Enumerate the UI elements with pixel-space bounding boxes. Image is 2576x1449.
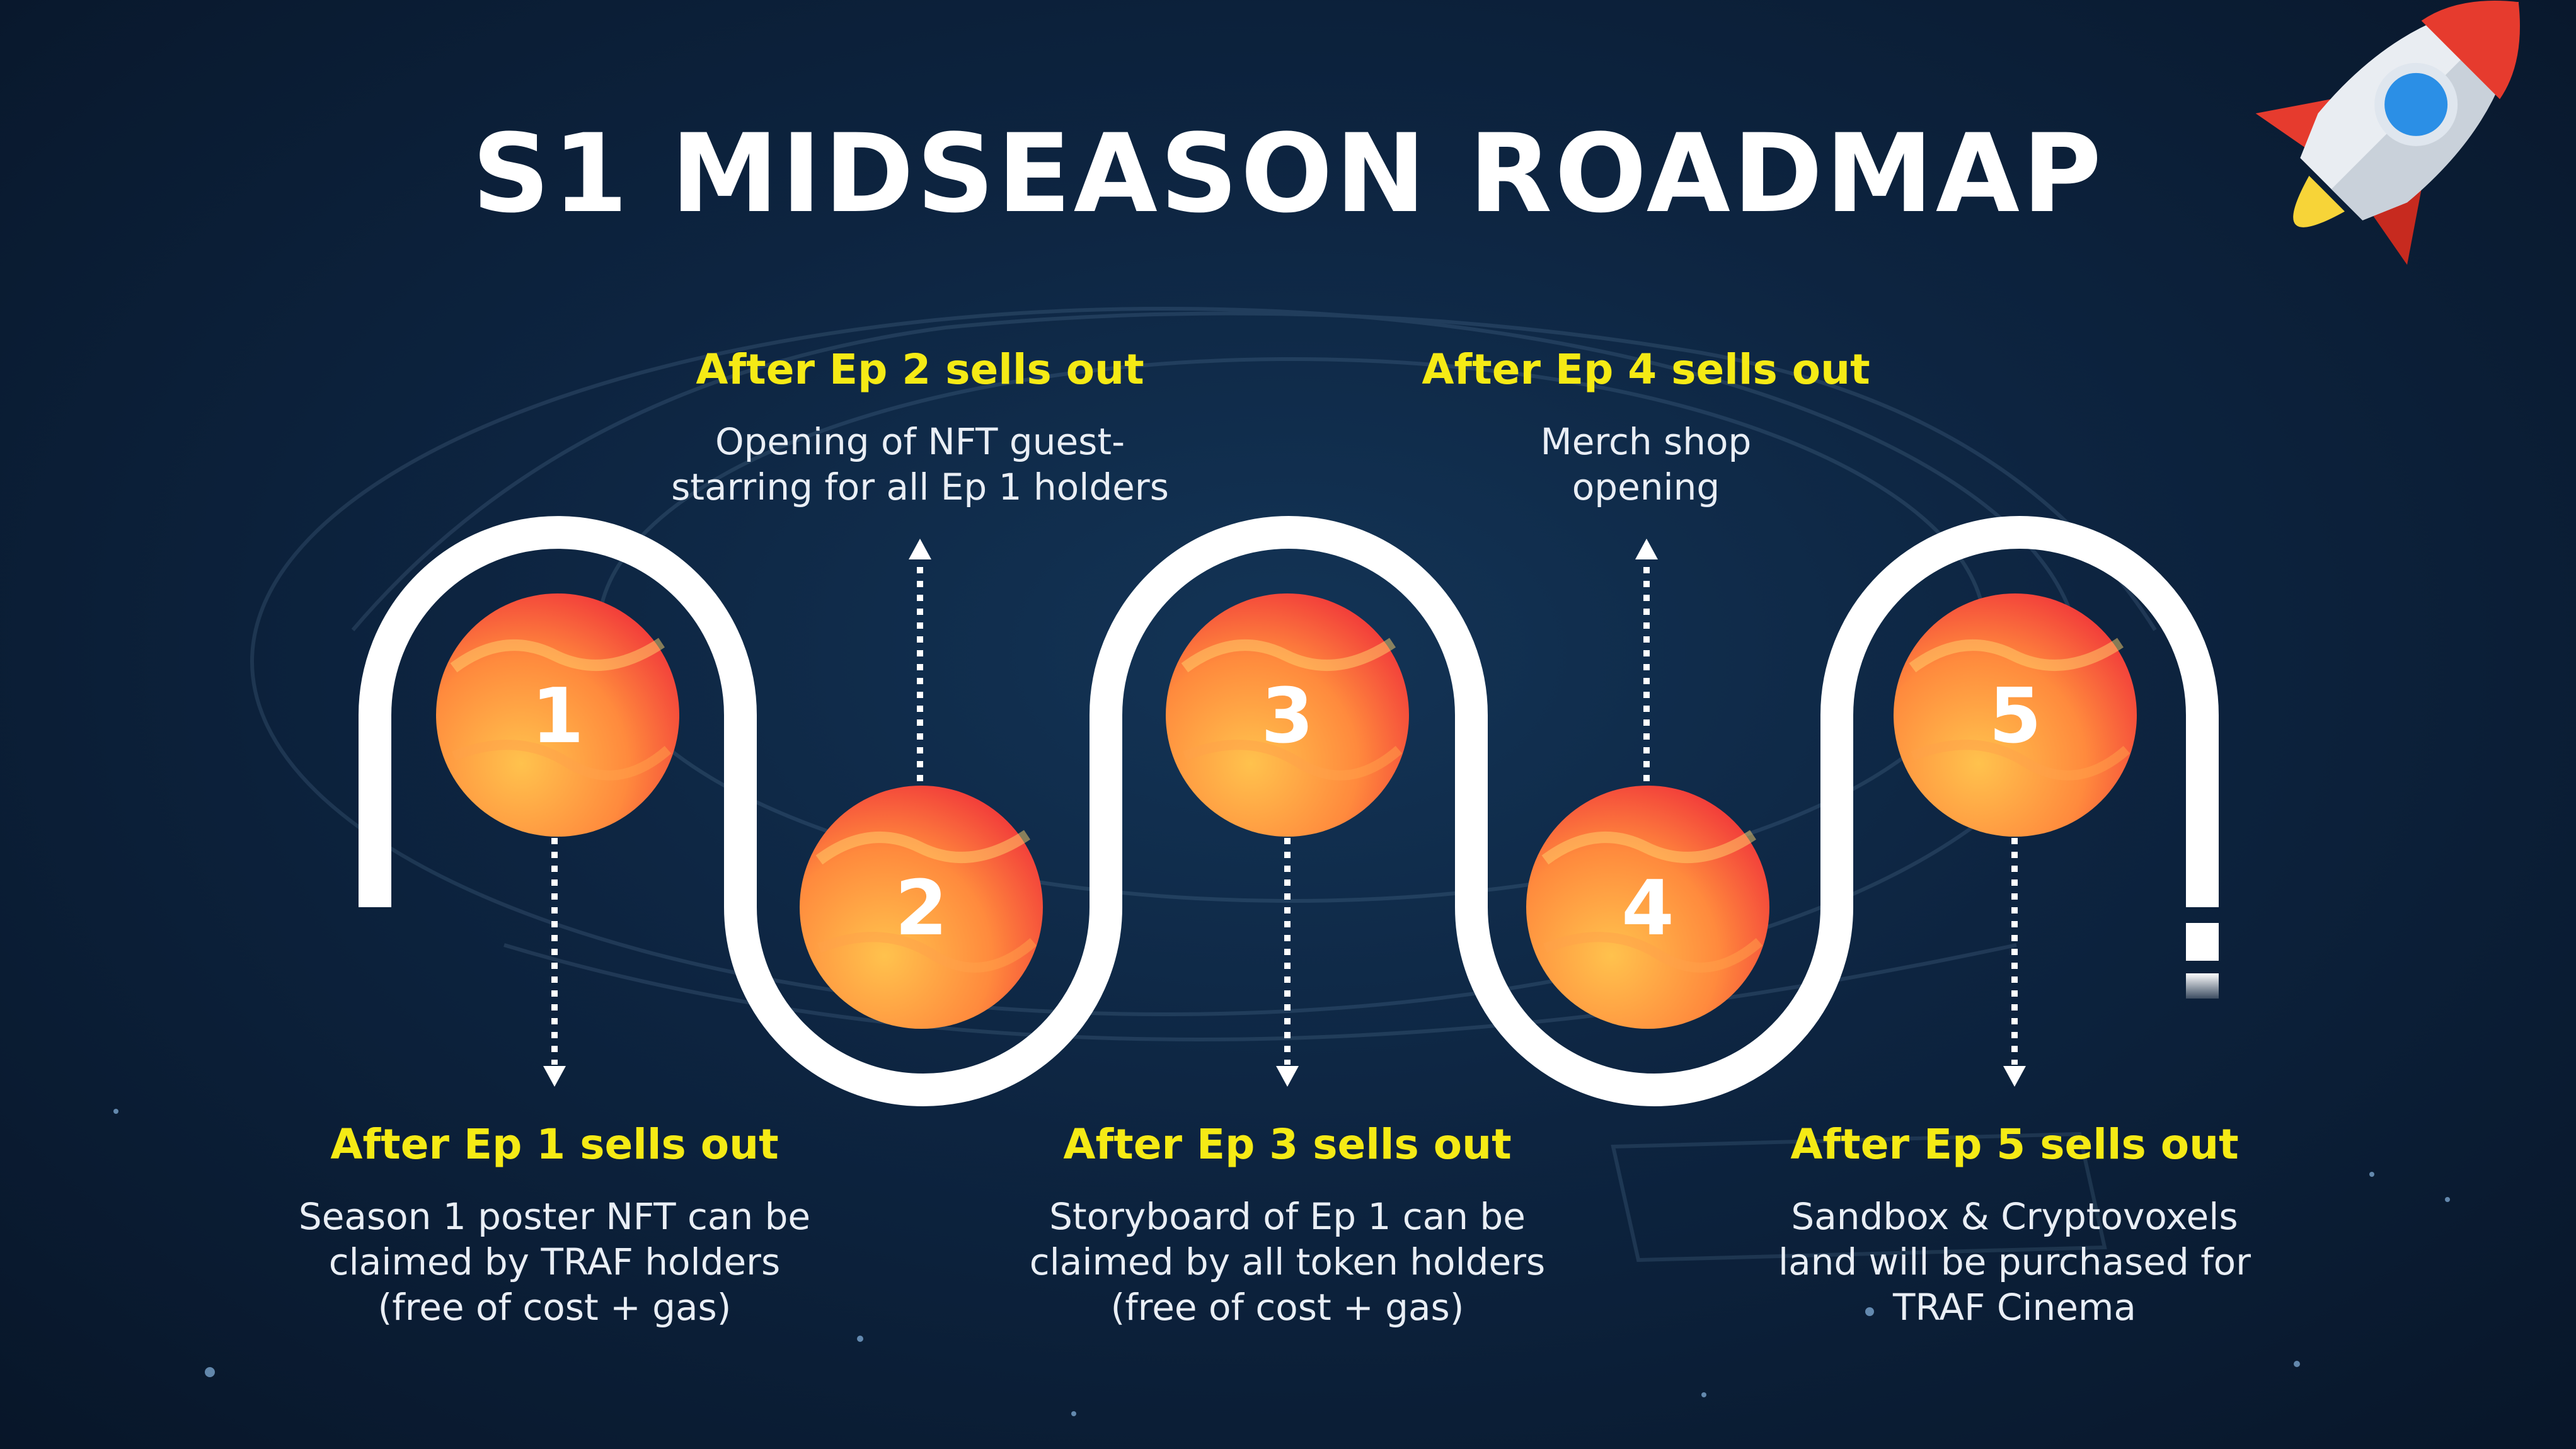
rocket-icon — [2255, 1, 2520, 265]
page-title: S1 MIDSEASON ROADMAP — [471, 110, 2105, 237]
path-end-segment — [2186, 923, 2219, 961]
milestone-heading-4: After Ep 4 sells out — [1422, 345, 1870, 394]
milestone-description-2: Opening of NFT guest- starring for all E… — [636, 419, 1204, 510]
planet-1: 1 — [436, 593, 679, 837]
description-line: starring for all Ep 1 holders — [671, 466, 1169, 508]
background-star — [2294, 1361, 2300, 1367]
planet-2: 2 — [800, 786, 1043, 1029]
planet-5: 5 — [1894, 593, 2137, 837]
description-line: claimed by TRAF holders — [328, 1240, 781, 1283]
milestone-heading-3: After Ep 3 sells out — [1063, 1120, 1512, 1169]
milestone-description-3: Storyboard of Ep 1 can be claimed by all… — [1004, 1194, 1571, 1330]
planet-number: 4 — [1621, 865, 1674, 953]
arrow-up-icon — [909, 539, 931, 559]
milestone-heading-5: After Ep 5 sells out — [1790, 1120, 2239, 1169]
description-line: opening — [1572, 466, 1720, 508]
planet-number: 5 — [1989, 673, 2042, 760]
milestone-description-5: Sandbox & Cryptovoxels land will be purc… — [1731, 1194, 2298, 1330]
arrow-down-icon — [2003, 1066, 2026, 1087]
milestone-heading-1: After Ep 1 sells out — [330, 1120, 779, 1169]
description-line: claimed by all token holders — [1029, 1240, 1546, 1283]
description-line: Sandbox & Cryptovoxels — [1791, 1195, 2238, 1238]
description-line: TRAF Cinema — [1893, 1286, 2136, 1329]
milestone-description-1: Season 1 poster NFT can be claimed by TR… — [271, 1194, 838, 1330]
description-line: Merch shop — [1540, 420, 1752, 463]
description-line: Opening of NFT guest- — [715, 420, 1125, 463]
milestone-description-4: Merch shop opening — [1394, 419, 1898, 510]
background-star — [113, 1109, 118, 1114]
roadmap-path — [359, 516, 2219, 1106]
background-star — [2369, 1172, 2374, 1177]
path-end-fade — [2186, 973, 2219, 999]
planet-3: 3 — [1166, 593, 1409, 837]
background-star — [857, 1336, 863, 1342]
planet-number: 1 — [531, 673, 584, 760]
description-line: land will be purchased for — [1778, 1240, 2251, 1283]
planet-number: 3 — [1261, 673, 1314, 760]
planet-4: 4 — [1526, 786, 1769, 1029]
background-star — [1071, 1411, 1076, 1416]
background-star — [1865, 1307, 1874, 1316]
background-star — [2445, 1197, 2450, 1202]
arrow-down-icon — [543, 1066, 566, 1087]
background-star — [1701, 1392, 1706, 1397]
arrow-up-icon — [1635, 539, 1658, 559]
description-line: (free of cost + gas) — [377, 1286, 732, 1329]
background-star — [205, 1367, 215, 1377]
planet-number: 2 — [895, 865, 948, 953]
arrow-down-icon — [1276, 1066, 1299, 1087]
milestone-heading-2: After Ep 2 sells out — [696, 345, 1144, 394]
description-line: Season 1 poster NFT can be — [298, 1195, 811, 1238]
description-line: (free of cost + gas) — [1110, 1286, 1464, 1329]
description-line: Storyboard of Ep 1 can be — [1049, 1195, 1526, 1238]
